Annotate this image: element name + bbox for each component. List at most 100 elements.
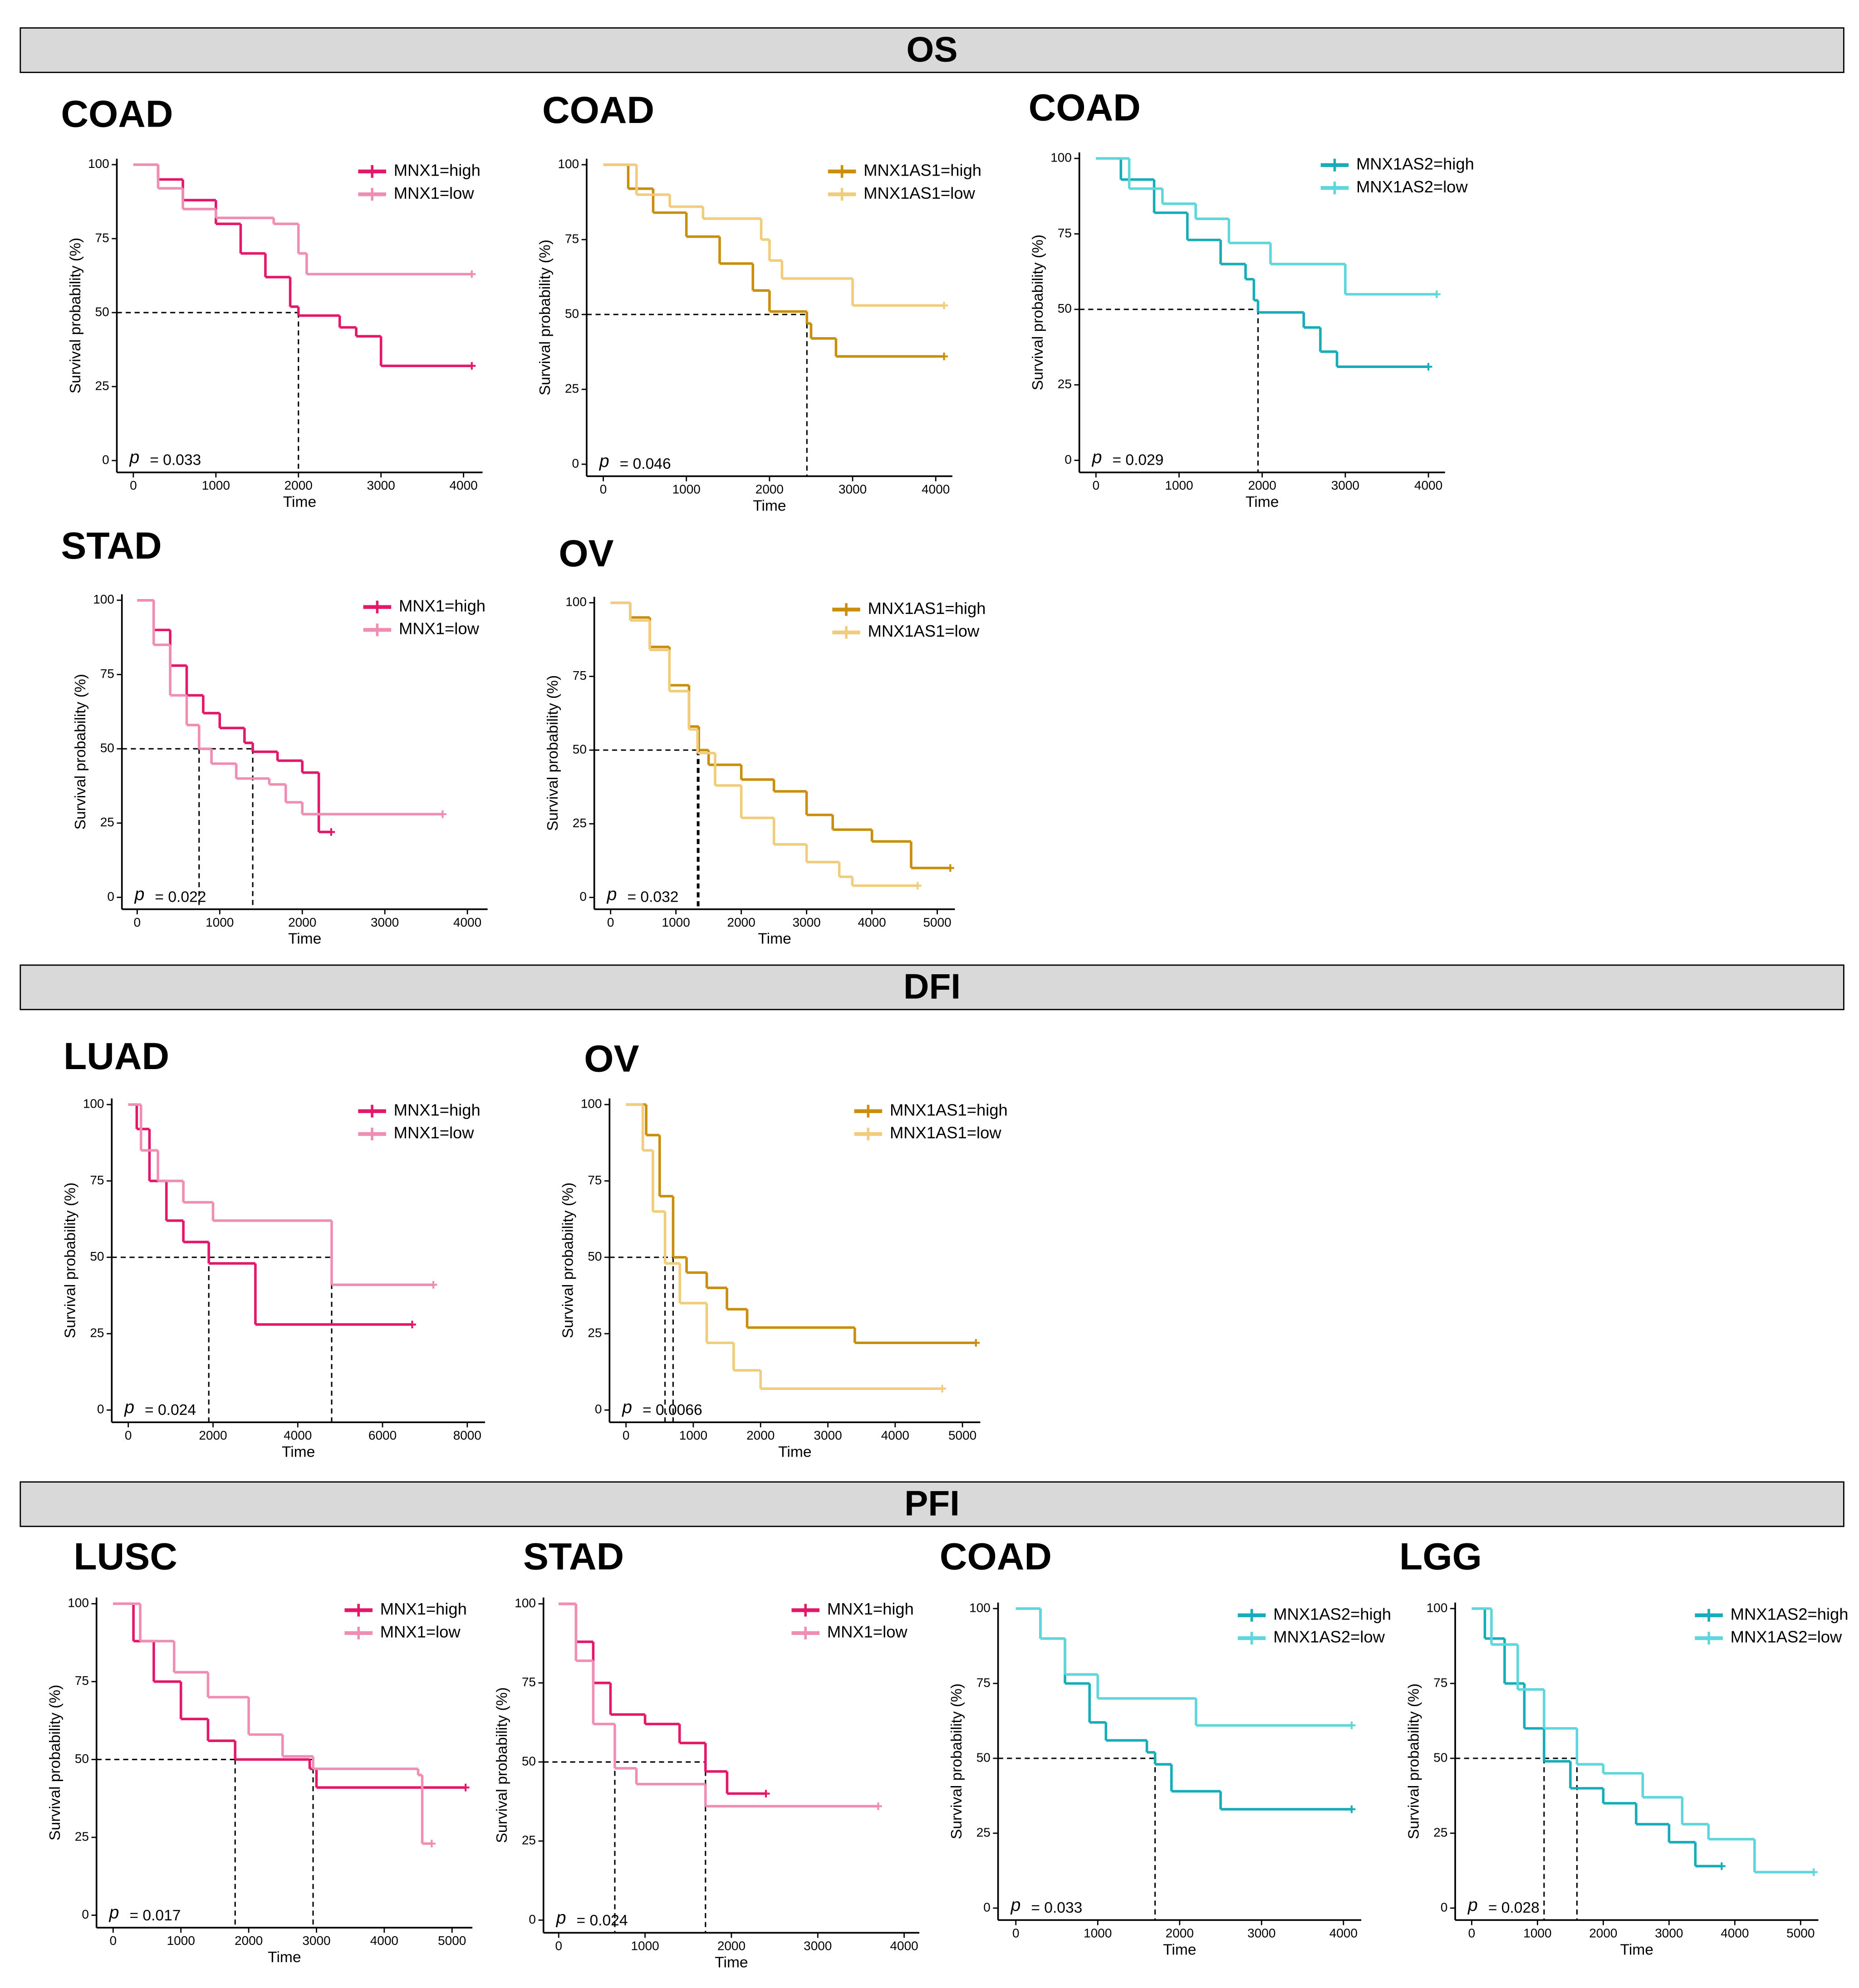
x-axis-label: Time	[753, 497, 786, 514]
x-tick-label: 1000	[672, 482, 701, 496]
p-symbol: p	[599, 452, 609, 471]
x-axis-label: Time	[1620, 1941, 1653, 1958]
censor-mark	[946, 864, 954, 872]
x-tick-label: 1000	[1523, 1926, 1551, 1940]
x-tick-label: 0	[1012, 1926, 1020, 1940]
p-symbol: p	[622, 1398, 632, 1417]
x-tick-label: 2000	[727, 915, 755, 929]
x-tick-label: 1000	[662, 915, 690, 929]
x-tick-label: 4000	[881, 1428, 909, 1442]
legend-label: MNX1AS1=high	[890, 1100, 1008, 1119]
panel-title: LUSC	[74, 1535, 177, 1578]
y-tick-label: 50	[90, 1249, 104, 1263]
p-symbol: p	[1092, 448, 1102, 467]
censor-mark	[439, 810, 446, 818]
y-axis-label: Survival probability (%)	[948, 1684, 965, 1839]
y-tick-label: 100	[565, 595, 587, 609]
x-tick-label: 3000	[839, 482, 867, 496]
km-panel: LUAD 0 25 50 75 100 0 2000 4000 6000 8000 Time Survi…	[62, 1035, 486, 1460]
panel-title: STAD	[61, 524, 162, 567]
x-tick-label: 5000	[948, 1428, 976, 1442]
panel-title: STAD	[523, 1535, 624, 1578]
legend-label: MNX1=high	[399, 596, 486, 615]
y-axis-label: Survival probability (%)	[67, 238, 84, 393]
y-tick-label: 50	[573, 742, 587, 756]
y-tick-label: 0	[572, 456, 579, 470]
censor-mark	[468, 362, 476, 370]
x-tick-label: 0	[130, 478, 137, 492]
y-tick-label: 25	[522, 1833, 536, 1847]
p-value: = 0.024	[577, 1912, 628, 1929]
x-tick-label: 2000	[284, 478, 313, 492]
panel-title: OV	[559, 532, 613, 574]
legend-label: MNX1AS2=low	[1731, 1628, 1842, 1646]
censor-mark	[938, 1384, 947, 1393]
y-axis-label: Survival probability (%)	[494, 1687, 510, 1843]
y-tick-label: 25	[1058, 377, 1072, 391]
censor-mark	[1348, 1721, 1356, 1729]
x-tick-label: 3000	[302, 1934, 330, 1948]
y-tick-label: 25	[90, 1325, 104, 1340]
legend-label: MNX1=low	[827, 1622, 908, 1641]
x-tick-label: 1000	[1084, 1926, 1112, 1940]
y-axis-label: Survival probability (%)	[47, 1685, 64, 1841]
y-tick-label: 75	[1058, 226, 1072, 240]
legend-label: MNX1AS1=high	[863, 161, 981, 179]
legend-label: MNX1AS1=low	[890, 1124, 1001, 1142]
y-tick-label: 0	[983, 1900, 991, 1914]
x-tick-label: 0	[555, 1939, 562, 1953]
x-tick-label: 1000	[202, 478, 230, 492]
p-symbol: p	[129, 448, 139, 467]
y-tick-label: 100	[515, 1596, 536, 1610]
y-tick-label: 0	[529, 1912, 536, 1926]
y-tick-label: 25	[976, 1825, 991, 1839]
y-tick-label: 25	[75, 1829, 89, 1843]
y-axis-label: Survival probability (%)	[1405, 1684, 1422, 1839]
p-symbol: p	[124, 1398, 134, 1417]
censor-mark	[914, 882, 922, 890]
p-value: = 0.029	[1112, 452, 1163, 469]
x-tick-label: 5000	[923, 915, 951, 929]
x-tick-label: 2000	[717, 1939, 746, 1953]
y-tick-label: 50	[565, 306, 579, 320]
censor-mark	[1348, 1805, 1356, 1813]
y-tick-label: 75	[573, 668, 587, 682]
section-title: OS	[906, 29, 957, 69]
x-axis-label: Time	[283, 494, 316, 510]
legend-label: MNX1=low	[399, 619, 480, 638]
p-symbol: p	[556, 1908, 566, 1928]
y-tick-label: 75	[95, 231, 109, 245]
x-tick-label: 4000	[449, 478, 477, 492]
x-axis-label: Time	[1246, 494, 1279, 510]
y-tick-label: 25	[573, 816, 587, 830]
x-tick-label: 1000	[631, 1939, 659, 1953]
y-tick-label: 100	[93, 592, 114, 606]
x-tick-label: 4000	[1329, 1926, 1358, 1940]
x-tick-label: 3000	[371, 915, 399, 929]
y-tick-label: 0	[82, 1907, 89, 1921]
x-tick-label: 2000	[1166, 1926, 1194, 1940]
p-value: = 0.0066	[643, 1402, 702, 1419]
y-axis-label: Survival probability (%)	[537, 240, 554, 395]
y-axis-label: Survival probability (%)	[560, 1183, 577, 1338]
p-symbol: p	[134, 884, 145, 904]
y-tick-label: 75	[522, 1675, 536, 1689]
x-tick-label: 3000	[804, 1939, 832, 1953]
y-tick-label: 0	[595, 1402, 602, 1416]
legend-label: MNX1AS1=high	[868, 599, 986, 618]
y-tick-label: 25	[1433, 1825, 1447, 1839]
censor-mark	[1424, 363, 1432, 371]
censor-mark	[1810, 1868, 1818, 1876]
x-tick-label: 2000	[746, 1428, 775, 1442]
y-tick-label: 75	[100, 667, 114, 681]
y-tick-label: 75	[1433, 1675, 1447, 1689]
y-tick-label: 100	[1427, 1600, 1448, 1615]
p-symbol: p	[607, 884, 617, 904]
legend-label: MNX1AS2=low	[1356, 177, 1468, 196]
legend-label: MNX1=high	[394, 161, 481, 179]
